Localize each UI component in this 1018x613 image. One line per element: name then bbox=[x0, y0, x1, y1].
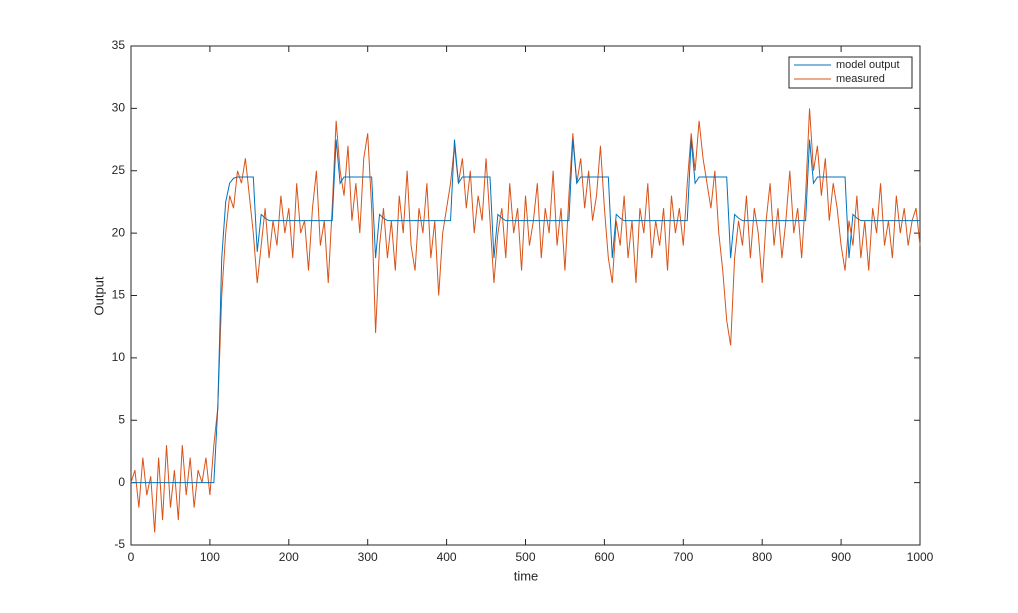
series-line bbox=[131, 139, 920, 484]
y-tick-label: 5 bbox=[118, 412, 125, 426]
x-tick-label: 0 bbox=[128, 550, 135, 564]
x-tick-label: 300 bbox=[358, 550, 378, 564]
y-tick-label: 0 bbox=[118, 475, 125, 489]
x-tick-label: 700 bbox=[673, 550, 693, 564]
x-tick-label: 800 bbox=[752, 550, 772, 564]
y-tick-label: -5 bbox=[114, 537, 125, 551]
y-axis-label: Output bbox=[91, 276, 106, 315]
legend-label: model output bbox=[836, 59, 900, 71]
y-tick-label: 25 bbox=[112, 163, 126, 177]
x-tick-label: 900 bbox=[831, 550, 851, 564]
y-tick-label: 20 bbox=[112, 225, 126, 239]
legend-box bbox=[788, 56, 913, 89]
legend-label: measured bbox=[836, 73, 885, 85]
y-tick-label: 15 bbox=[112, 288, 126, 302]
x-tick-label: 600 bbox=[594, 550, 614, 564]
x-axis-label: time bbox=[514, 568, 539, 583]
series-line bbox=[130, 108, 921, 533]
x-tick-label: 200 bbox=[279, 550, 299, 564]
plot-area bbox=[130, 45, 921, 546]
y-tick-label: 35 bbox=[112, 38, 126, 52]
x-tick-label: 400 bbox=[437, 550, 457, 564]
x-tick-label: 500 bbox=[515, 550, 535, 564]
y-tick-label: 10 bbox=[112, 350, 126, 364]
x-tick-label: 1000 bbox=[907, 550, 934, 564]
x-tick-label: 100 bbox=[200, 550, 220, 564]
y-tick-label: 30 bbox=[112, 101, 126, 115]
